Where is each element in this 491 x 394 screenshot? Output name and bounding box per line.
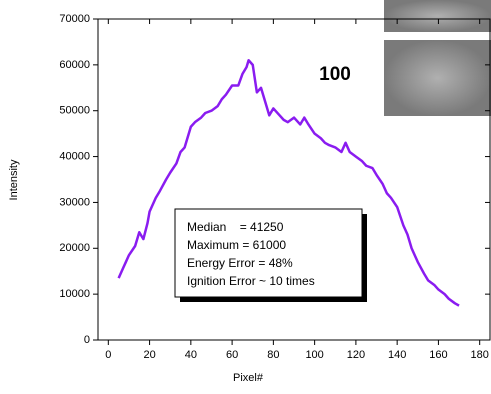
- x-tick-label: 160: [429, 349, 447, 361]
- y-tick-label: 60000: [59, 59, 90, 71]
- x-tick-label: 140: [388, 349, 406, 361]
- x-tick-label: 40: [185, 349, 197, 361]
- inset-image: [384, 0, 491, 32]
- inset-label: 100: [319, 64, 351, 85]
- y-tick-label: 20000: [59, 242, 90, 254]
- x-tick-label: 120: [347, 349, 365, 361]
- annotation-box: [174, 208, 363, 298]
- annotation-text: Maximum = 61000: [187, 238, 286, 252]
- data-line: [117, 59, 460, 307]
- annotation-text: Median = 41250: [187, 220, 284, 234]
- y-tick-label: 0: [84, 334, 90, 346]
- y-tick-label: 50000: [59, 105, 90, 117]
- x-tick-label: 180: [471, 349, 489, 361]
- y-tick-label: 30000: [59, 196, 90, 208]
- annotation-text: Ignition Error ~ 10 times: [187, 274, 315, 288]
- x-axis-label: Pixel#: [233, 372, 264, 384]
- marks: 0 20 40 60 80 100 120 140 160 180 0 10000 20000 30000…: [59, 13, 490, 361]
- y-tick-label: 70000: [59, 13, 90, 25]
- x-tick-label: 80: [267, 349, 279, 361]
- inset-image: [384, 40, 491, 116]
- annotation-text: Energy Error = 48%: [187, 256, 293, 270]
- y-axis-label: Intensity: [8, 159, 20, 200]
- x-tick-label: 0: [105, 349, 111, 361]
- y-tick-label: 10000: [59, 288, 90, 300]
- x-tick-label: 100: [305, 349, 323, 361]
- annotations: Median = 41250 Maximum = 61000 Energy Erro…: [187, 220, 315, 288]
- plot-frame: [97, 18, 491, 341]
- x-tick-label: 20: [143, 349, 155, 361]
- y-tick-label: 40000: [59, 150, 90, 162]
- x-tick-label: 60: [226, 349, 238, 361]
